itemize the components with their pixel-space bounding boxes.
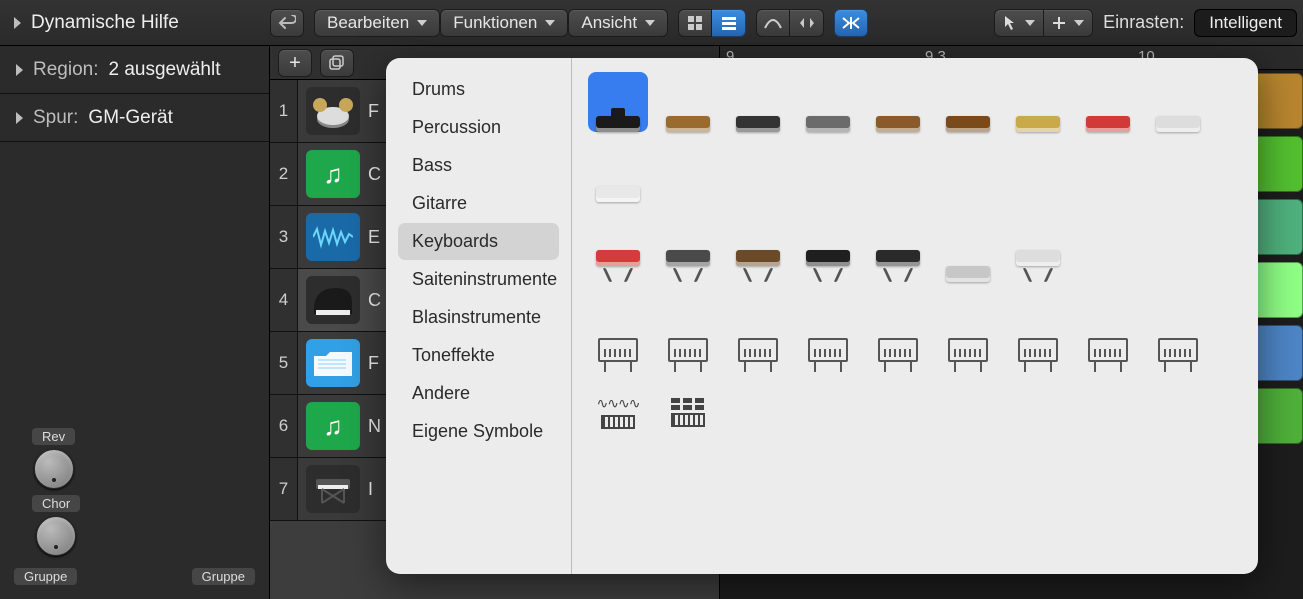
group-slot-right[interactable]: Gruppe [192,568,255,585]
instrument-icon-black-synth[interactable] [798,222,858,282]
track-number: 4 [270,269,298,331]
popover-category-item[interactable]: Gitarre [398,185,559,222]
instrument-icon-audio-keys[interactable]: ∿∿∿∿ [588,382,648,442]
instrument-icon-wood-synth[interactable] [728,222,788,282]
track-number: 7 [270,458,298,520]
popover-category-list: DrumsPercussionBassGitarreKeyboardsSaite… [386,58,572,574]
track-number: 5 [270,332,298,394]
dynamic-help-label[interactable]: Dynamische Hilfe [31,12,179,34]
catch-playhead-button[interactable] [834,9,868,37]
instrument-icon-mono-keyboard-6[interactable] [938,302,998,362]
send-chor-tag[interactable]: Chor [32,495,80,512]
instrument-icon-upright-piano[interactable] [658,72,718,132]
edit-menus: Bearbeiten Funktionen Ansicht [314,9,668,37]
inspector-row-track[interactable]: Spur: GM-Gerät [0,94,269,142]
track-number: 3 [270,206,298,268]
menu-bearbeiten[interactable]: Bearbeiten [314,9,440,37]
track-icon[interactable] [306,465,360,513]
instrument-icon-electric-piano-1[interactable] [798,72,858,132]
popover-category-item[interactable]: Toneffekte [398,337,559,374]
view-list-button[interactable] [712,9,746,37]
toolbar: Dynamische Hilfe Bearbeiten Funktionen A… [0,0,1303,46]
instrument-icon-electric-piano-2[interactable] [868,72,928,132]
disclosure-icon [16,112,23,124]
instrument-icon-keytar[interactable] [588,142,648,202]
instrument-icon-mono-keyboard-8[interactable] [1078,302,1138,362]
track-icon[interactable] [306,339,360,387]
snap-mode-field[interactable]: Intelligent [1194,9,1297,37]
instrument-icon-silver-synth[interactable] [938,222,998,282]
back-button[interactable] [270,9,304,37]
instrument-icon-popover: DrumsPercussionBassGitarreKeyboardsSaite… [386,58,1258,574]
track-icon[interactable] [306,276,360,324]
instrument-icon-digital-piano[interactable] [728,72,788,132]
instrument-icon-harpsichord[interactable] [938,72,998,132]
snap-label: Einrasten: [1103,12,1184,33]
instrument-icon-mini-synth[interactable] [868,222,928,282]
channel-strip: Rev Chor Gruppe Gruppe [14,428,255,585]
flex-button[interactable] [790,9,824,37]
instrument-icon-grand-piano[interactable] [588,72,648,132]
view-mode-toggle [678,9,746,37]
track-icon[interactable]: ♫ [306,402,360,450]
group-slot-left[interactable]: Gruppe [14,568,77,585]
popover-category-item[interactable]: Keyboards [398,223,559,260]
inspector-row-region[interactable]: Region: 2 ausgewählt [0,46,269,94]
instrument-icon-mono-keyboard-1[interactable] [588,302,648,362]
instrument-icon-accordion[interactable] [1078,72,1138,132]
instrument-icon-sampler-keys[interactable] [658,382,718,442]
send-rev-tag[interactable]: Rev [32,428,75,445]
inspector-panel: Region: 2 ausgewählt Spur: GM-Gerät Rev … [0,46,270,599]
inspector-disclosure-icon[interactable] [14,17,21,29]
add-track-button[interactable]: + [278,49,312,77]
instrument-icon-mono-keyboard-9[interactable] [1148,302,1208,362]
instrument-icon-red-synth[interactable] [588,222,648,282]
tool-selector [994,9,1093,37]
popover-category-item[interactable]: Percussion [398,109,559,146]
duplicate-track-button[interactable] [320,49,354,77]
instrument-icon-mono-keyboard-2[interactable] [658,302,718,362]
track-icon[interactable] [306,213,360,261]
popover-category-item[interactable]: Andere [398,375,559,412]
track-number: 6 [270,395,298,457]
instrument-icon-mellotron[interactable] [1148,72,1208,132]
instrument-icon-mono-keyboard-4[interactable] [798,302,858,362]
tool-left[interactable] [994,9,1044,37]
track-icon[interactable]: ♫ [306,150,360,198]
menu-ansicht[interactable]: Ansicht [568,9,668,37]
instrument-icon-mono-keyboard-7[interactable] [1008,302,1068,362]
send-rev-knob[interactable] [34,449,74,489]
automation-toggle [756,9,824,37]
popover-category-item[interactable]: Blasinstrumente [398,299,559,336]
send-chor-knob[interactable] [36,516,76,556]
track-number: 1 [270,80,298,142]
popover-category-item[interactable]: Drums [398,71,559,108]
instrument-icon-lead-synth[interactable] [1008,222,1068,282]
track-icon[interactable] [306,87,360,135]
instrument-icon-grey-synth[interactable] [658,222,718,282]
popover-icon-grid: ∿∿∿∿ [572,58,1258,574]
instrument-icon-mono-keyboard-5[interactable] [868,302,928,362]
popover-category-item[interactable]: Eigene Symbole [398,413,559,450]
instrument-icon-mono-keyboard-3[interactable] [728,302,788,362]
popover-category-item[interactable]: Saiteninstrumente [398,261,559,298]
popover-category-item[interactable]: Bass [398,147,559,184]
view-grid-button[interactable] [678,9,712,37]
automation-curve-button[interactable] [756,9,790,37]
instrument-icon-pipe-organ[interactable] [1008,72,1068,132]
track-number: 2 [270,143,298,205]
disclosure-icon [16,64,23,76]
tool-right[interactable] [1044,9,1093,37]
menu-funktionen[interactable]: Funktionen [440,9,568,37]
